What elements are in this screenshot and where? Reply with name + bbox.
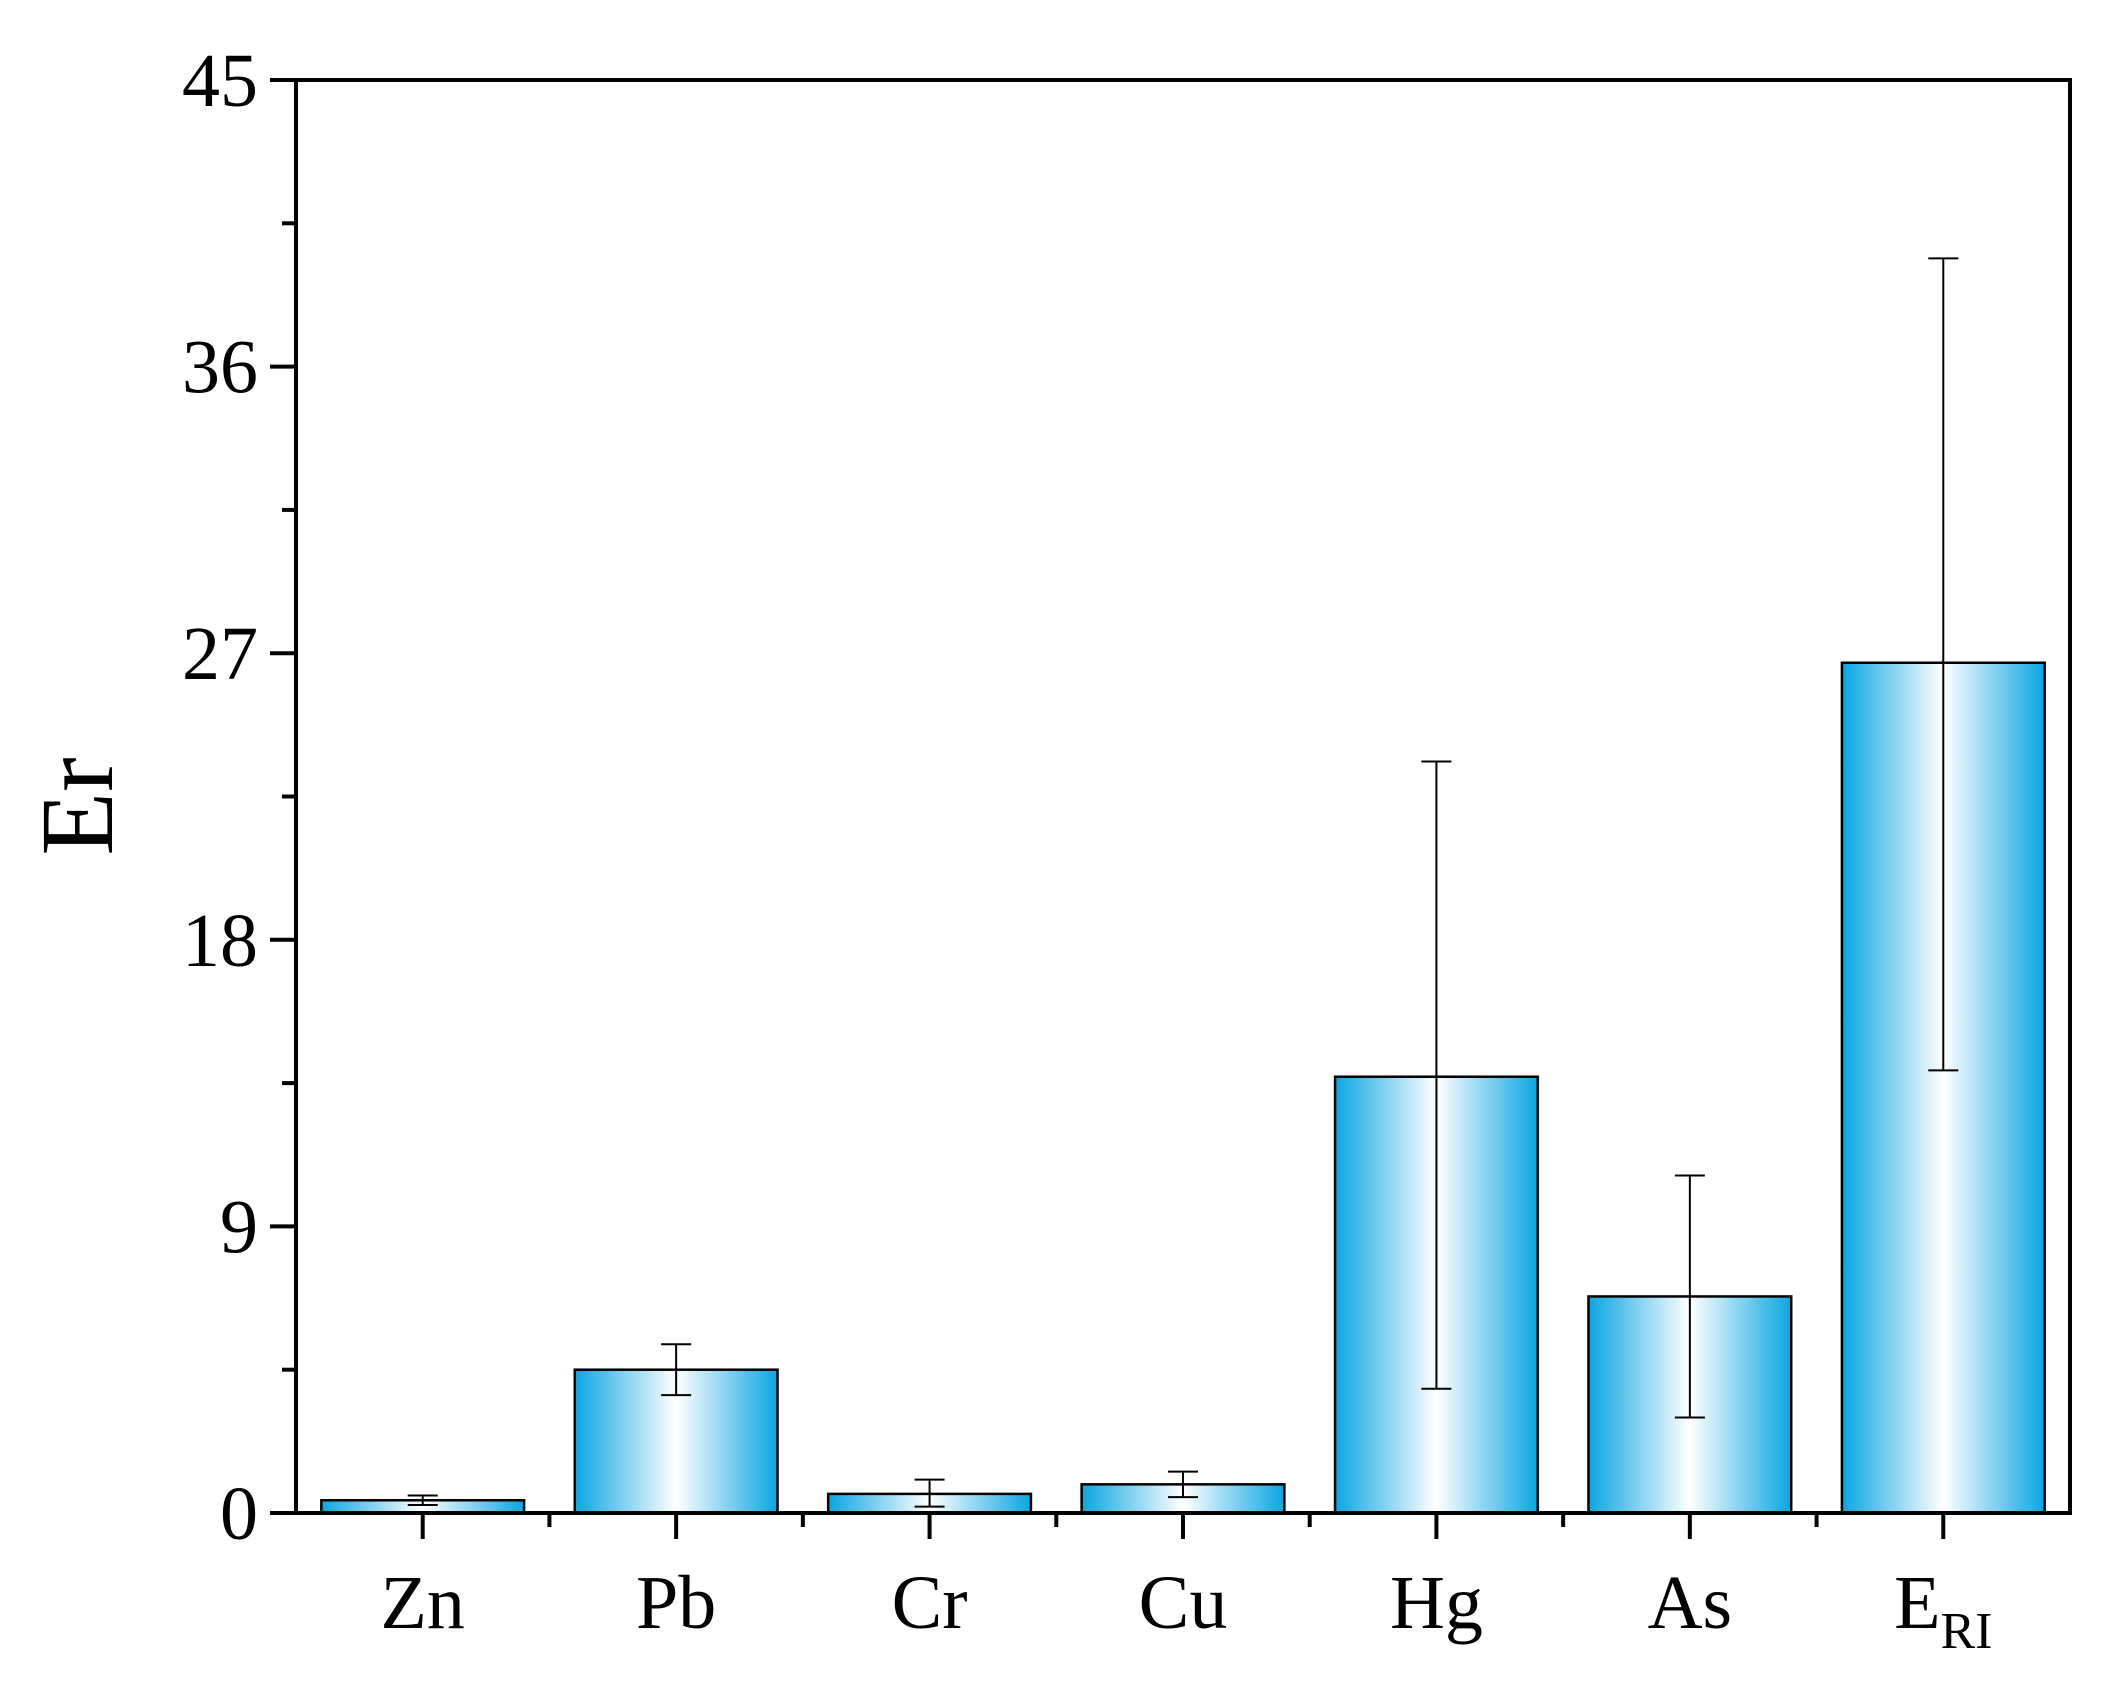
x-tick-label: Cu — [1139, 1561, 1228, 1645]
plot-frame — [294, 78, 2072, 1515]
x-tick-label: Zn — [380, 1561, 464, 1645]
bars-group — [320, 661, 2046, 1515]
y-tick-label: 0 — [220, 1472, 258, 1556]
y-tick-label: 27 — [182, 612, 258, 696]
y-tick-label: 18 — [182, 899, 258, 983]
x-tick-label: Pb — [636, 1561, 716, 1645]
x-tick-label: Hg — [1390, 1561, 1483, 1645]
error-bars-group — [407, 257, 1959, 1508]
x-tick-label: ERI — [1894, 1561, 1992, 1660]
y-tick-label: 9 — [220, 1185, 258, 1269]
x-tick-label: As — [1648, 1561, 1732, 1645]
y-axis-title: Er — [20, 757, 135, 855]
y-tick-label: 36 — [182, 326, 258, 410]
y-tick-label: 45 — [182, 39, 258, 123]
axes-group — [270, 78, 2072, 1539]
x-tick-label: Cr — [892, 1561, 968, 1645]
labels-group: 0 9 18 27 36 45 Zn Pb Cr Cu Hg As ERI — [182, 39, 1993, 1660]
